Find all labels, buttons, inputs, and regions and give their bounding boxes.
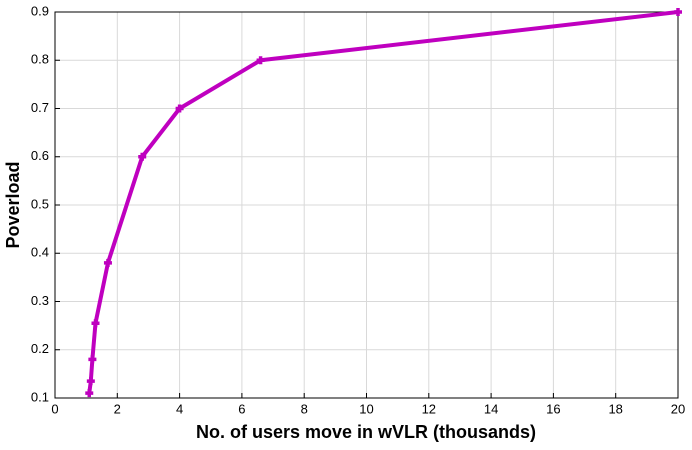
y-tick-label: 0.3 bbox=[31, 293, 49, 308]
x-tick-label: 0 bbox=[51, 401, 58, 416]
data-point bbox=[175, 104, 184, 113]
plot-frame bbox=[54, 11, 679, 399]
data-point bbox=[256, 56, 265, 65]
y-tick-label: 0.4 bbox=[31, 245, 49, 260]
data-point bbox=[88, 355, 97, 364]
data-point bbox=[138, 152, 147, 161]
y-tick-label: 0.8 bbox=[31, 52, 49, 67]
x-tick-label: 14 bbox=[484, 401, 498, 416]
x-tick-label: 4 bbox=[176, 401, 183, 416]
x-tick-label: 10 bbox=[359, 401, 373, 416]
y-tick-label: 0.7 bbox=[31, 100, 49, 115]
data-point bbox=[674, 8, 682, 16]
x-tick-label: 8 bbox=[301, 401, 308, 416]
x-axis-title: No. of users move in wVLR (thousands) bbox=[196, 422, 536, 442]
data-point bbox=[91, 319, 100, 328]
y-tick-label: 0.9 bbox=[31, 3, 49, 18]
y-tick-label: 0.1 bbox=[31, 389, 49, 404]
data-point bbox=[85, 389, 94, 398]
x-tick-label: 12 bbox=[422, 401, 436, 416]
x-tick-label: 16 bbox=[546, 401, 560, 416]
data-point bbox=[86, 377, 95, 386]
data-line bbox=[87, 10, 679, 394]
y-axis-title: Poverload bbox=[3, 161, 23, 248]
x-tick-label: 20 bbox=[671, 401, 685, 416]
y-tick-label: 0.2 bbox=[31, 341, 49, 356]
x-tick-label: 18 bbox=[608, 401, 622, 416]
x-tick-label: 6 bbox=[238, 401, 245, 416]
y-tick-label: 0.5 bbox=[31, 196, 49, 211]
data-point bbox=[103, 258, 112, 267]
x-tick-label: 2 bbox=[114, 401, 121, 416]
y-tick-label: 0.6 bbox=[31, 148, 49, 163]
